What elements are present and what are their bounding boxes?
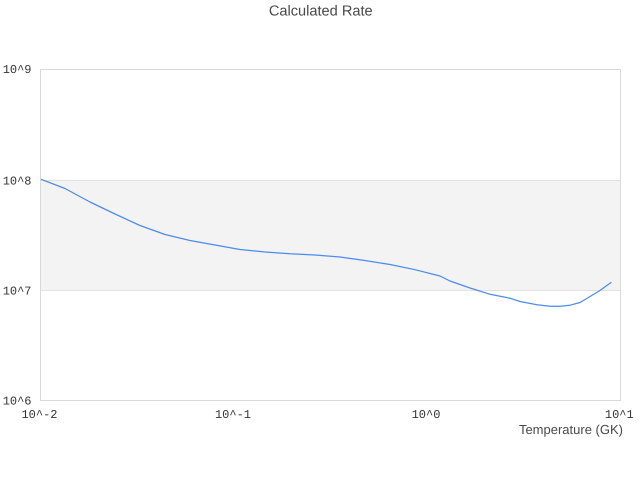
svg-text:Calculated Rate: Calculated Rate [269, 4, 373, 20]
svg-text:10^9: 10^9 [3, 63, 32, 77]
svg-text:10^1: 10^1 [605, 408, 634, 422]
svg-text:10^8: 10^8 [3, 174, 32, 188]
svg-text:10^-2: 10^-2 [21, 408, 57, 422]
svg-text:10^7: 10^7 [3, 284, 32, 298]
svg-text:10^0: 10^0 [412, 408, 441, 422]
svg-text:Temperature (GK): Temperature (GK) [519, 422, 623, 437]
svg-text:10^6: 10^6 [3, 394, 32, 408]
svg-text:10^-1: 10^-1 [215, 408, 251, 422]
